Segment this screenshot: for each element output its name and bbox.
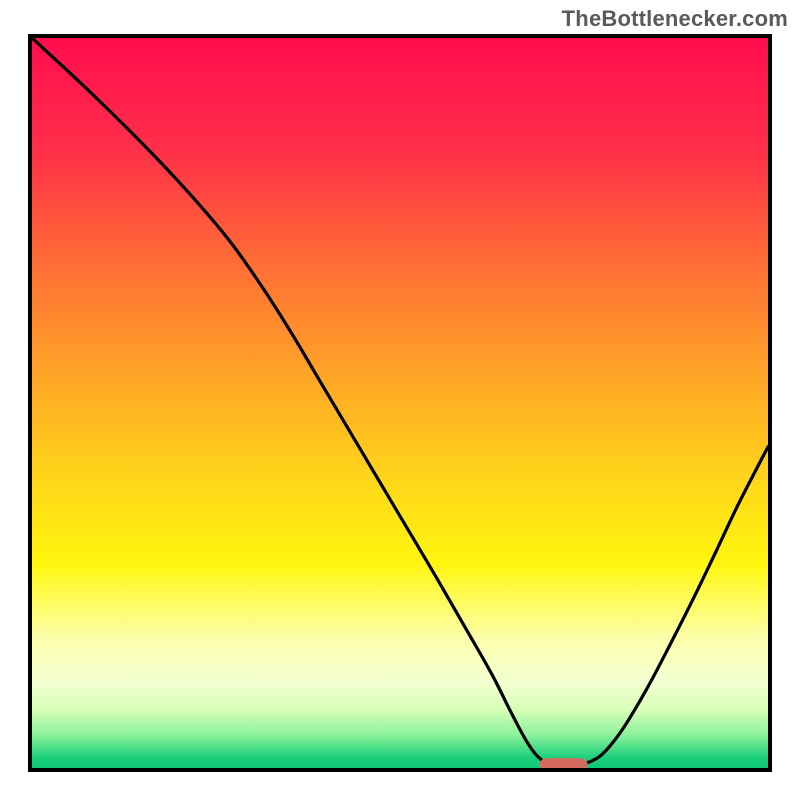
chart-container: TheBottlenecker.com [0,0,800,800]
bottleneck-chart [32,38,768,768]
chart-background [32,38,768,768]
watermark-text: TheBottlenecker.com [562,6,788,32]
marker-capsule [539,758,588,768]
